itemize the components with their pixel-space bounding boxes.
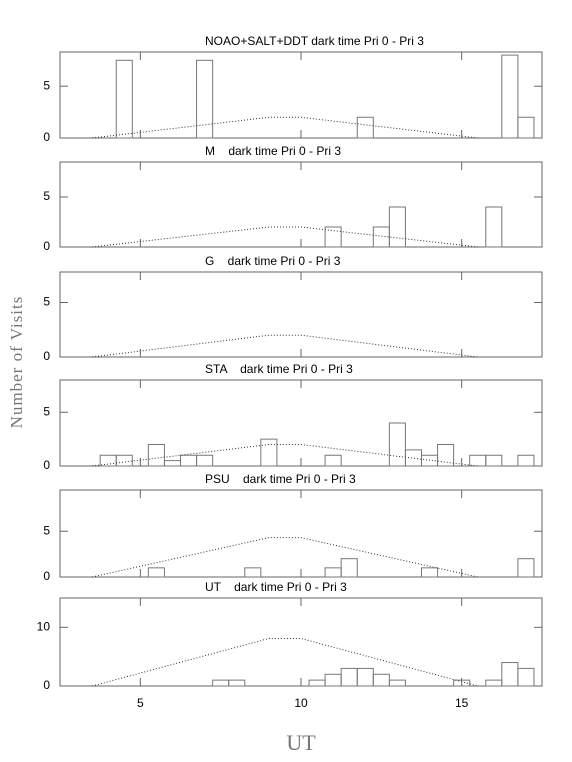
y-axis-label: Number of Visits xyxy=(7,296,26,429)
bar xyxy=(388,206,406,248)
bar xyxy=(517,454,535,467)
bar xyxy=(163,460,181,467)
bar xyxy=(356,667,374,687)
bar xyxy=(517,116,535,139)
bar xyxy=(340,667,358,687)
bar xyxy=(228,679,246,687)
panel-title: PSU dark time Pri 0 - Pri 3 xyxy=(205,472,356,486)
plot-frame xyxy=(59,597,543,687)
bar xyxy=(501,54,519,139)
bar xyxy=(324,226,342,248)
plot-frame xyxy=(59,161,543,248)
y-tick-label: 0 xyxy=(43,239,50,253)
bar xyxy=(308,679,326,687)
bar xyxy=(212,679,230,687)
y-tick-label: 5 xyxy=(43,404,50,418)
curve xyxy=(92,116,478,139)
bar xyxy=(147,444,165,467)
bar xyxy=(244,567,262,578)
bar xyxy=(388,679,406,687)
bar xyxy=(485,206,503,248)
bar xyxy=(485,679,503,687)
bar xyxy=(404,449,422,467)
bar xyxy=(196,454,214,467)
x-axis-label: UT xyxy=(286,730,316,755)
bar xyxy=(340,558,358,578)
bar xyxy=(388,422,406,467)
curve xyxy=(92,334,478,358)
y-tick-label: 5 xyxy=(43,189,50,203)
curve xyxy=(92,444,478,467)
bar xyxy=(469,454,487,467)
bar xyxy=(147,567,165,578)
curve xyxy=(92,537,478,578)
y-tick-label: 0 xyxy=(43,569,50,583)
y-tick-label: 0 xyxy=(43,130,50,144)
y-tick-label: 10 xyxy=(37,620,51,634)
bar xyxy=(115,59,133,139)
bar xyxy=(453,679,471,687)
bar xyxy=(324,567,342,578)
curve xyxy=(92,637,478,687)
bar xyxy=(99,454,117,467)
panel-title: STA dark time Pri 0 - Pri 3 xyxy=(205,362,353,376)
plot-frame xyxy=(59,379,543,467)
plot-frame xyxy=(59,271,543,358)
bar xyxy=(260,438,278,467)
bar xyxy=(501,662,519,687)
panel-title: G dark time Pri 0 - Pri 3 xyxy=(205,254,341,268)
bar xyxy=(437,444,455,467)
bar xyxy=(372,226,390,248)
bar xyxy=(372,673,390,687)
panel-title: NOAO+SALT+DDT dark time Pri 0 - Pri 3 xyxy=(205,34,424,48)
plot-frame xyxy=(59,489,543,578)
bar xyxy=(356,116,374,139)
panel-title: M dark time Pri 0 - Pri 3 xyxy=(205,144,341,158)
bar xyxy=(115,454,133,467)
y-tick-label: 5 xyxy=(43,523,50,537)
bar xyxy=(517,558,535,578)
y-tick-label: 5 xyxy=(43,78,50,92)
bar xyxy=(517,667,535,687)
y-tick-label: 5 xyxy=(43,295,50,309)
y-tick-label: 0 xyxy=(43,678,50,692)
bar xyxy=(324,454,342,467)
x-tick-label: 5 xyxy=(137,696,144,710)
curve xyxy=(92,226,478,248)
y-tick-label: 0 xyxy=(43,458,50,472)
x-tick-label: 10 xyxy=(294,696,308,710)
bar xyxy=(421,567,439,578)
y-tick-label: 0 xyxy=(43,349,50,363)
bar xyxy=(485,454,503,467)
x-tick-label: 15 xyxy=(455,696,469,710)
bar xyxy=(196,59,214,139)
bar xyxy=(180,454,198,467)
bar xyxy=(324,673,342,687)
panel-title: UT dark time Pri 0 - Pri 3 xyxy=(205,580,347,594)
